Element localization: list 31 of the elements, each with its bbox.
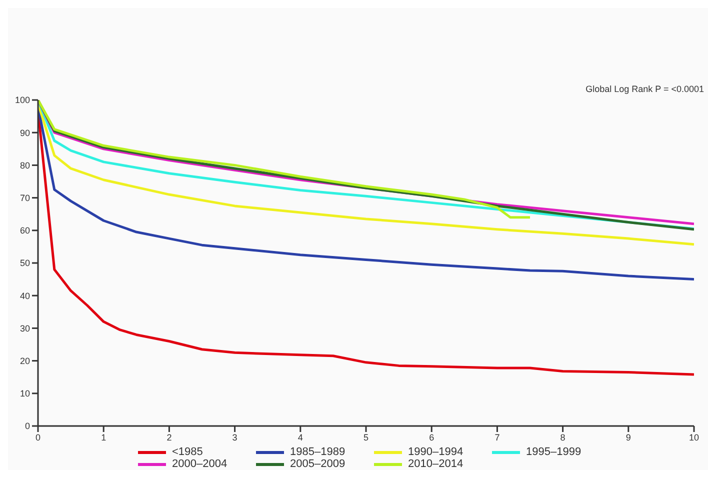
legend-label: 2005–2009 — [290, 458, 346, 470]
x-tick-label: 1 — [101, 432, 106, 442]
line-series — [38, 100, 532, 219]
legend-label: 1990–1994 — [408, 446, 464, 458]
x-tick-label: 10 — [688, 432, 700, 442]
x-tick-label: 6 — [429, 432, 434, 442]
y-tick-label: 70 — [20, 192, 30, 203]
y-tick-label: 100 — [14, 95, 30, 106]
y-tick-label: 90 — [20, 128, 30, 138]
x-tick-label: 5 — [363, 432, 369, 442]
y-tick-label: 10 — [20, 388, 30, 399]
x-tick-label: 9 — [626, 432, 631, 442]
legend-label: <1985 — [172, 446, 203, 458]
x-tick-label: 2 — [166, 432, 172, 442]
y-tick-label: 50 — [20, 258, 30, 268]
x-tick-label: 8 — [560, 432, 566, 442]
x-tick-label: 3 — [232, 432, 238, 442]
legend-label: 2000–2004 — [172, 458, 228, 470]
text: Global Log Rank P = <0.0001 — [586, 84, 704, 94]
y-tick-label: 40 — [20, 290, 30, 301]
y-tick-label: 20 — [20, 356, 30, 366]
x-tick-label: 0 — [35, 432, 41, 442]
x-tick-label: 4 — [298, 432, 303, 442]
y-tick-label: 30 — [20, 323, 30, 334]
y-tick-label: 80 — [20, 160, 30, 170]
x-tick-label: 7 — [494, 432, 500, 442]
legend-label: 2010–2014 — [408, 458, 464, 470]
y-tick-label: 0 — [24, 421, 30, 432]
legend-label: 1995–1999 — [526, 446, 582, 458]
legend-label: 1985–1989 — [290, 446, 346, 458]
y-tick-label: 60 — [20, 226, 30, 236]
